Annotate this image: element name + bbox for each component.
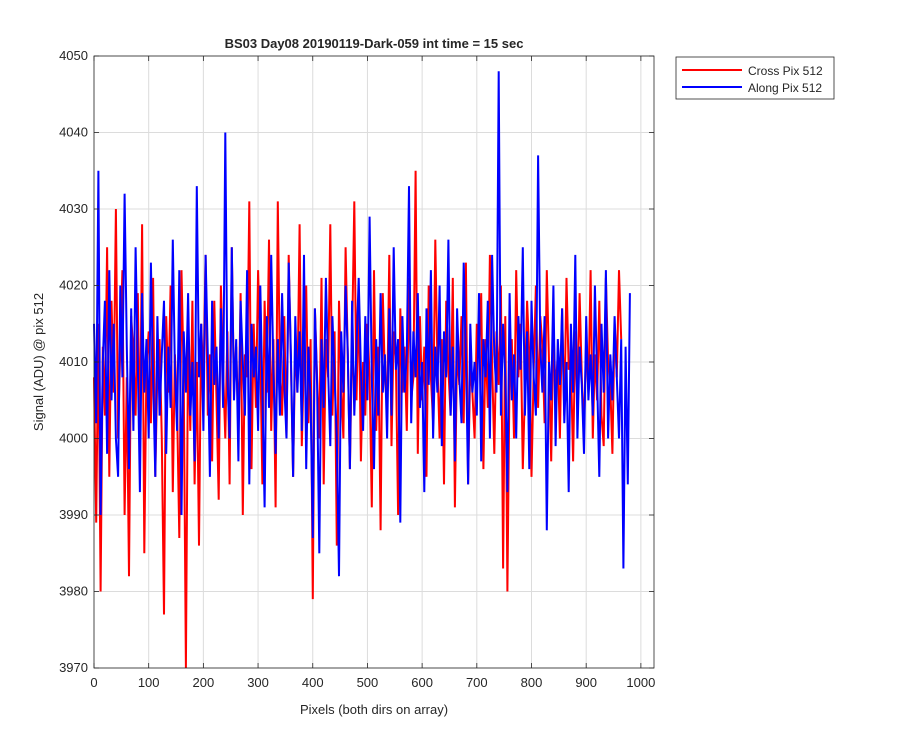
x-tick-label: 600 (411, 675, 433, 690)
x-tick-label: 800 (521, 675, 543, 690)
y-tick-label: 3980 (59, 584, 88, 599)
x-axis-label: Pixels (both dirs on array) (300, 702, 448, 717)
y-tick-label: 3970 (59, 660, 88, 675)
y-axis-label: Signal (ADU) @ pix 512 (31, 293, 46, 431)
y-tick-label: 3990 (59, 507, 88, 522)
x-tick-label: 1000 (626, 675, 655, 690)
x-tick-label: 400 (302, 675, 324, 690)
x-tick-label: 200 (193, 675, 215, 690)
x-tick-label: 500 (357, 675, 379, 690)
y-tick-label: 4000 (59, 431, 88, 446)
legend-label-along: Along Pix 512 (748, 81, 822, 95)
x-tick-label: 300 (247, 675, 269, 690)
x-tick-label: 700 (466, 675, 488, 690)
chart-title: BS03 Day08 20190119-Dark-059 int time = … (225, 36, 524, 51)
x-axis: 0 100 200 300 400 500 600 700 800 900 1000 (90, 56, 655, 690)
series-layer (93, 71, 631, 669)
y-tick-label: 4030 (59, 201, 88, 216)
y-tick-label: 4010 (59, 354, 88, 369)
legend-label-cross: Cross Pix 512 (748, 64, 823, 78)
y-tick-label: 4040 (59, 125, 88, 140)
series-line-along-pix-512 (93, 71, 631, 577)
y-tick-label: 4050 (59, 48, 88, 63)
x-tick-label: 900 (575, 675, 597, 690)
y-tick-label: 4020 (59, 278, 88, 293)
y-axis: 3970 3980 3990 4000 4010 4020 4030 4040 4050 (59, 48, 654, 675)
legend-box (675, 56, 835, 100)
x-tick-label: 0 (90, 675, 97, 690)
x-tick-label: 100 (138, 675, 160, 690)
legend: Cross Pix 512 Along Pix 512 (675, 56, 835, 100)
